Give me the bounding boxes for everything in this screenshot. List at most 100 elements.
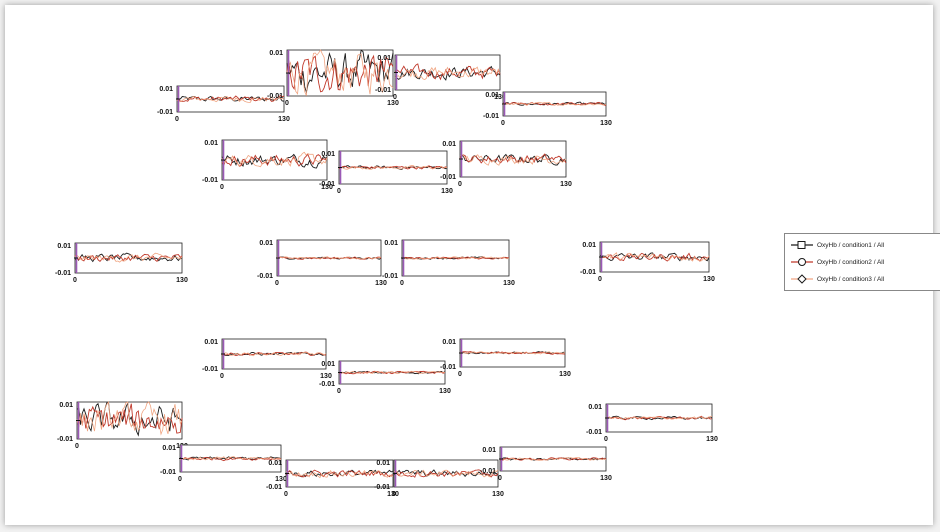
y-tick-label: 0.01 <box>269 50 283 57</box>
series-line-2 <box>74 253 183 263</box>
y-tick-label: -0.01 <box>375 87 391 94</box>
x-tick-label: 130 <box>600 120 612 127</box>
series-line-3 <box>221 351 327 357</box>
x-tick-label: 0 <box>337 388 341 395</box>
x-tick-label: 130 <box>494 94 506 101</box>
y-tick-label: -0.01 <box>202 366 218 373</box>
x-tick-label: 130 <box>176 277 188 284</box>
y-tick-label: -0.01 <box>319 381 335 388</box>
x-tick-label: 0 <box>392 491 396 498</box>
series-line-3 <box>605 415 713 420</box>
series-line-3 <box>74 252 183 263</box>
y-tick-label: -0.01 <box>202 177 218 184</box>
y-tick-label: 0.01 <box>442 141 456 148</box>
series-line-3 <box>338 370 446 375</box>
y-tick-label: 0.01 <box>162 445 176 452</box>
series-line-1 <box>393 469 499 477</box>
series-line-3 <box>459 351 566 355</box>
y-tick-label: 0.01 <box>442 339 456 346</box>
x-tick-label: 130 <box>559 371 571 378</box>
x-tick-label: 130 <box>703 276 715 283</box>
legend-label: OxyHb / condition3 / All <box>817 275 885 283</box>
series-line-2 <box>76 403 183 434</box>
legend-label: OxyHb / condition1 / All <box>817 241 885 249</box>
y-tick-label: 0.01 <box>59 402 73 409</box>
x-tick-label: 130 <box>375 280 387 287</box>
y-tick-label: -0.01 <box>57 436 73 443</box>
x-tick-label: 130 <box>600 475 612 482</box>
y-tick-label: 0.01 <box>204 140 218 147</box>
y-tick-label: 0.01 <box>377 55 391 62</box>
y-tick-label: 0.01 <box>204 339 218 346</box>
y-tick-label: 0.01 <box>259 240 273 247</box>
series-line-1 <box>74 252 182 263</box>
y-tick-label: -0.01 <box>266 484 282 491</box>
x-tick-label: 130 <box>321 184 333 191</box>
series-line-2 <box>401 256 509 260</box>
series-line-2 <box>459 153 567 164</box>
series-line-3 <box>285 469 394 479</box>
y-tick-label: -0.01 <box>374 484 390 491</box>
x-tick-label: 0 <box>275 280 279 287</box>
x-tick-label: 0 <box>337 188 341 195</box>
series-line-3 <box>394 66 501 81</box>
series-line-3 <box>599 252 710 262</box>
x-tick-label: 130 <box>278 116 290 123</box>
y-tick-label: 0.01 <box>482 447 496 454</box>
x-tick-label: 130 <box>492 491 504 498</box>
y-tick-label: -0.01 <box>382 273 398 280</box>
circle-marker-icon <box>791 258 813 266</box>
y-tick-label: -0.01 <box>480 468 496 475</box>
series-line-3 <box>176 96 285 104</box>
x-tick-label: 130 <box>439 388 451 395</box>
x-tick-label: 0 <box>220 373 224 380</box>
x-tick-label: 0 <box>458 371 462 378</box>
x-tick-label: 0 <box>75 443 79 450</box>
x-tick-label: 0 <box>178 476 182 483</box>
y-tick-label: -0.01 <box>440 364 456 371</box>
legend-item-condition1: OxyHb / condition1 / All <box>791 239 884 251</box>
x-tick-label: 0 <box>501 120 505 127</box>
x-tick-label: 0 <box>604 436 608 443</box>
x-tick-label: 0 <box>598 276 602 283</box>
y-tick-label: -0.01 <box>580 269 596 276</box>
y-tick-label: 0.01 <box>268 460 282 467</box>
y-tick-label: -0.01 <box>586 429 602 436</box>
series-line-3 <box>338 164 448 170</box>
x-tick-label: 130 <box>320 373 332 380</box>
series-line-2 <box>599 252 710 262</box>
series-line-3 <box>276 256 382 260</box>
x-tick-label: 0 <box>284 491 288 498</box>
series-line-3 <box>179 456 282 461</box>
series-line-3 <box>286 49 394 96</box>
x-tick-label: 130 <box>706 436 718 443</box>
series-line-2 <box>285 469 394 478</box>
y-tick-label: -0.01 <box>319 181 335 188</box>
x-tick-label: 130 <box>387 100 399 107</box>
series-line-1 <box>221 153 328 169</box>
x-tick-label: 0 <box>285 100 289 107</box>
y-tick-label: -0.01 <box>483 113 499 120</box>
series-line-3 <box>502 101 607 106</box>
series-line-3 <box>459 154 567 166</box>
x-tick-label: 130 <box>560 181 572 188</box>
x-tick-label: 0 <box>400 280 404 287</box>
series-line-2 <box>605 415 713 421</box>
x-tick-label: 0 <box>498 475 502 482</box>
diamond-marker-icon <box>791 274 813 284</box>
legend: OxyHb / condition1 / All OxyHb / conditi… <box>784 233 940 291</box>
series-line-2 <box>179 456 282 462</box>
series-line-3 <box>76 400 183 436</box>
legend-label: OxyHb / condition2 / All <box>817 258 885 266</box>
y-tick-label: -0.01 <box>257 273 273 280</box>
y-tick-label: -0.01 <box>55 270 71 277</box>
y-tick-label: -0.01 <box>157 109 173 116</box>
x-tick-label: 130 <box>441 188 453 195</box>
square-marker-icon <box>791 241 813 249</box>
x-tick-label: 0 <box>220 184 224 191</box>
y-tick-label: -0.01 <box>160 469 176 476</box>
series-line-3 <box>393 469 499 478</box>
x-tick-label: 0 <box>175 116 179 123</box>
x-tick-label: 130 <box>503 280 515 287</box>
x-tick-label: 0 <box>393 94 397 101</box>
